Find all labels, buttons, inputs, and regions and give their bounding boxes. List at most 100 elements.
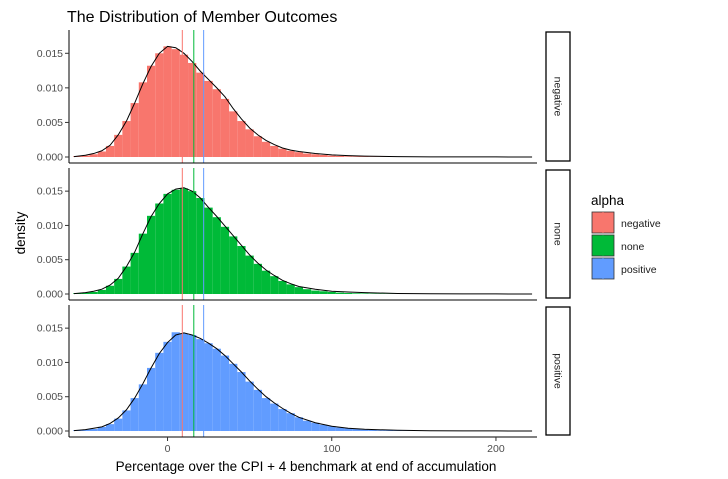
histogram-bar: [327, 426, 336, 431]
strip-label: negative: [552, 77, 564, 117]
histogram-bar: [122, 266, 131, 294]
histogram-bar: [147, 367, 156, 431]
x-tick-label: 0: [165, 443, 171, 455]
histogram-bar: [114, 418, 123, 431]
histogram-bar: [335, 427, 345, 431]
histogram-bar: [303, 289, 312, 294]
y-tick-label: 0.010: [37, 220, 63, 232]
y-tick-label: 0.010: [37, 357, 63, 369]
histogram-bar: [212, 217, 221, 294]
histogram-bar: [286, 284, 295, 294]
histogram-bar: [105, 145, 115, 157]
histogram-bar: [344, 428, 353, 431]
histogram-bar: [253, 389, 262, 431]
histogram-bar: [344, 156, 353, 157]
facet-panels: 0.0000.0050.0100.015negative0.0000.0050.…: [37, 30, 571, 455]
histogram-bar: [105, 285, 115, 294]
histogram-bar: [360, 293, 369, 294]
legend-label: positive: [621, 264, 657, 276]
histogram-bar: [97, 426, 106, 431]
strip-label: positive: [552, 353, 564, 389]
legend-label: none: [621, 241, 645, 253]
density-line: [73, 332, 533, 432]
histogram-bar: [81, 292, 90, 294]
histogram-bar: [130, 252, 139, 294]
histogram-bar: [286, 150, 295, 157]
legend-entry-positive: positive: [591, 257, 657, 280]
histogram-bar: [261, 398, 271, 431]
facet-panel-negative: 0.000 0.005 0.010 0.015 negative: [37, 30, 571, 164]
histogram-bar: [237, 121, 246, 157]
histogram-bar: [89, 428, 98, 431]
facet-panel-positive: 0.000 0.005 0.010 0.015 positive: [37, 305, 571, 438]
histogram-bar: [261, 141, 271, 157]
density-line: [73, 45, 533, 158]
histogram-bar: [270, 403, 279, 431]
histogram-bar: [179, 333, 189, 431]
histogram-bar: [179, 188, 189, 294]
histogram-bar: [147, 215, 156, 294]
histogram-bar: [385, 430, 394, 431]
y-tick-label: 0.000: [37, 426, 63, 438]
histogram-bar: [245, 255, 254, 294]
histogram-bar: [229, 111, 238, 157]
facet-strip-none: none: [545, 169, 571, 299]
histogram-bar: [196, 339, 205, 431]
legend-title: alpha: [591, 193, 625, 208]
histogram-bar: [245, 381, 254, 431]
histogram-bar: [188, 191, 197, 294]
strip-box: [545, 169, 571, 299]
histogram-bar: [89, 291, 98, 294]
y-tick-label: 0.015: [37, 48, 63, 60]
histogram-bar: [196, 198, 205, 294]
histogram-bar: [196, 72, 205, 157]
legend-entry-none: none: [591, 234, 645, 257]
facet-strip-positive: positive: [545, 306, 571, 436]
density-line: [73, 187, 533, 295]
histogram-bar: [97, 151, 106, 157]
histogram-bar: [319, 424, 328, 431]
histogram-bar: [270, 276, 279, 294]
histogram-bar: [212, 89, 221, 157]
histogram-bar: [89, 154, 98, 157]
chart-title: The Distribution of Member Outcomes: [67, 9, 337, 26]
legend: alpha negative none positive: [591, 193, 661, 280]
histogram-bar: [179, 54, 189, 157]
histogram-bar: [163, 193, 172, 294]
y-tick-label: 0.010: [37, 82, 63, 94]
histogram-bar: [261, 270, 271, 294]
histogram-bar: [303, 420, 312, 431]
histogram-bar: [327, 155, 336, 157]
histogram-bar: [114, 134, 123, 157]
histogram-bar: [360, 429, 369, 431]
x-tick-label: 100: [323, 443, 341, 455]
legend-label: negative: [621, 218, 661, 230]
y-tick-label: 0.005: [37, 117, 63, 129]
legend-entry-negative: negative: [591, 211, 661, 234]
histogram-bar: [163, 46, 172, 158]
histogram-bar: [163, 341, 172, 431]
histogram-bar: [220, 98, 230, 157]
histogram-bar: [229, 363, 238, 431]
histogram-bar: [294, 417, 303, 431]
y-tick-label: 0.005: [37, 254, 63, 266]
histogram-bar: [212, 348, 221, 431]
histogram-bar: [220, 226, 230, 294]
histogram-bar: [188, 62, 197, 157]
histogram-bar: [278, 280, 287, 294]
histogram-bar: [278, 409, 287, 431]
histogram-bar: [130, 103, 139, 157]
facet-strip-negative: negative: [545, 31, 571, 162]
histogram-bar: [138, 384, 147, 431]
histogram-bar: [253, 136, 262, 157]
histogram-bar: [245, 129, 254, 157]
histogram-bar: [81, 429, 90, 431]
histogram-bar: [352, 156, 361, 157]
histogram-bar: [303, 153, 312, 157]
histogram-bar: [138, 82, 147, 157]
strip-box: [545, 31, 571, 162]
histogram-bar: [352, 428, 361, 431]
y-tick-label: 0.000: [37, 152, 63, 164]
histogram-bar: [294, 152, 303, 157]
